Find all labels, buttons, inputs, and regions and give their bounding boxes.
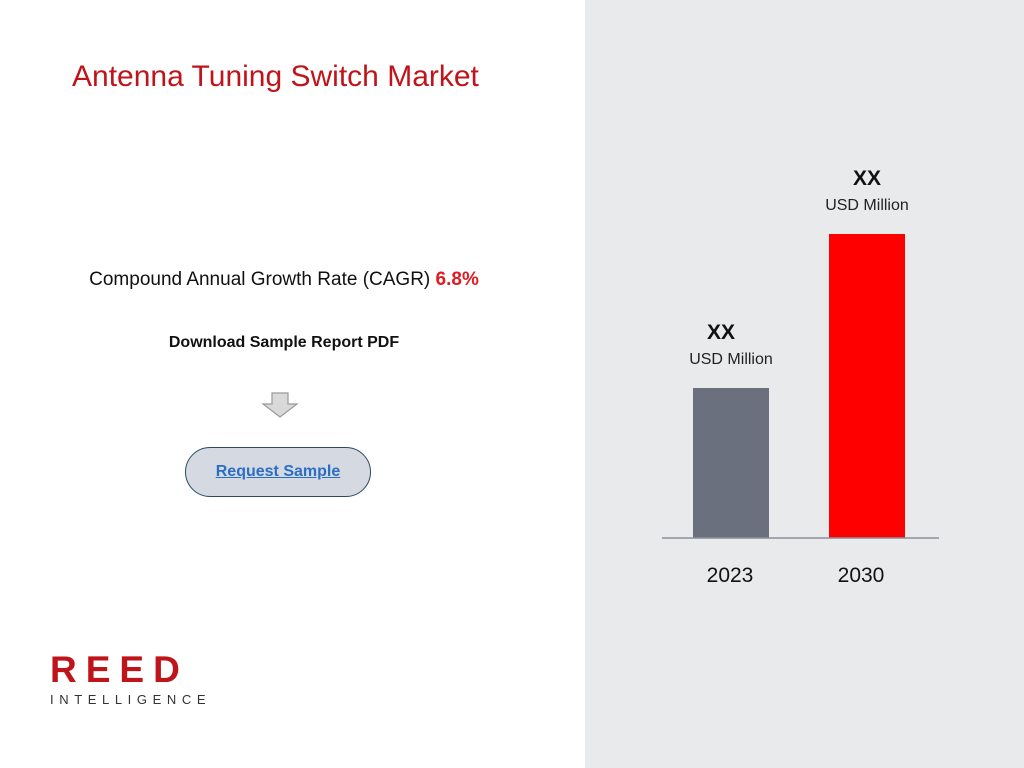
right-panel — [585, 0, 1024, 768]
page-title: Antenna Tuning Switch Market — [72, 60, 479, 93]
request-sample-button[interactable]: Request Sample — [185, 447, 371, 497]
cagr-value: 6.8% — [435, 269, 479, 290]
bar-unit-label-2030: USD Million — [825, 197, 909, 214]
bar-unit-label-2023: USD Million — [689, 351, 773, 368]
x-tick-label-2030: 2030 — [838, 564, 885, 587]
bar-2023 — [693, 388, 769, 538]
bar-value-label-2023: XX — [707, 321, 735, 344]
download-sample-text: Download Sample Report PDF — [168, 334, 400, 351]
company-logo: REED INTELLIGENCE — [50, 649, 212, 708]
x-tick-label-2023: 2023 — [707, 564, 754, 587]
logo-main-text: REED — [50, 649, 189, 690]
cagr-label: Compound Annual Growth Rate (CAGR) — [89, 269, 431, 290]
arrow-down-icon — [261, 392, 299, 418]
cagr-line: Compound Annual Growth Rate (CAGR) 6.8% — [0, 269, 568, 291]
request-sample-label[interactable]: Request Sample — [215, 463, 341, 480]
logo-sub-text: INTELLIGENCE — [50, 692, 212, 707]
left-panel: Antenna Tuning Switch Market Compound An… — [0, 60, 568, 708]
bar-value-label-2030: XX — [853, 167, 881, 190]
bar-2030 — [829, 234, 905, 538]
bar-chart: USD Million XX 2023 USD Million XX 2030 — [662, 167, 939, 587]
